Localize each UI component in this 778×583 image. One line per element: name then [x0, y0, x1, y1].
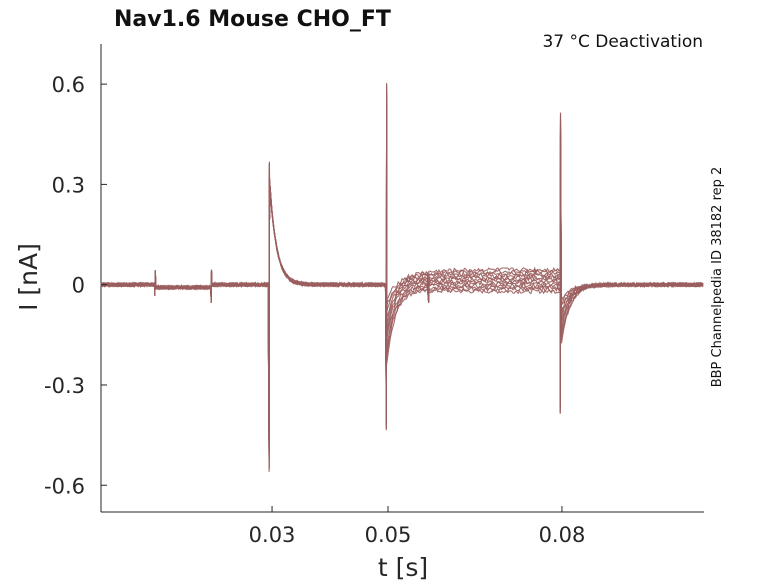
y-tick-label: -0.3 — [44, 374, 85, 398]
axes — [100, 44, 704, 513]
sweep-trace — [100, 91, 704, 451]
sweep-trace — [100, 108, 704, 453]
sweep-trace — [100, 98, 704, 449]
x-tick-label: 0.03 — [249, 523, 296, 547]
traces — [100, 82, 704, 472]
y-ticks: 0.6 0.3 0 -0.3 -0.6 — [44, 73, 107, 498]
sweep-trace — [100, 91, 704, 468]
y-tick-label: 0 — [72, 274, 85, 298]
chart-title: Nav1.6 Mouse CHO_FT — [114, 7, 391, 32]
x-axis-label: t [s] — [378, 553, 428, 582]
y-axis-label: I [nA] — [14, 243, 43, 311]
sweep-trace — [100, 82, 704, 467]
y-tick-label: 0.6 — [52, 73, 85, 97]
x-ticks: 0.03 0.05 0.08 — [249, 506, 586, 547]
y-tick-label: 0.3 — [52, 173, 85, 197]
sweep-trace — [100, 85, 704, 458]
y-tick-label: -0.6 — [44, 474, 85, 498]
x-tick-label: 0.08 — [539, 523, 586, 547]
sweep-trace — [100, 84, 704, 455]
x-tick-label: 0.05 — [365, 523, 412, 547]
side-label: BBP Channelpedia ID 38182 rep 2 — [710, 167, 725, 388]
chart-subtitle: 37 °C Deactivation — [542, 32, 703, 52]
